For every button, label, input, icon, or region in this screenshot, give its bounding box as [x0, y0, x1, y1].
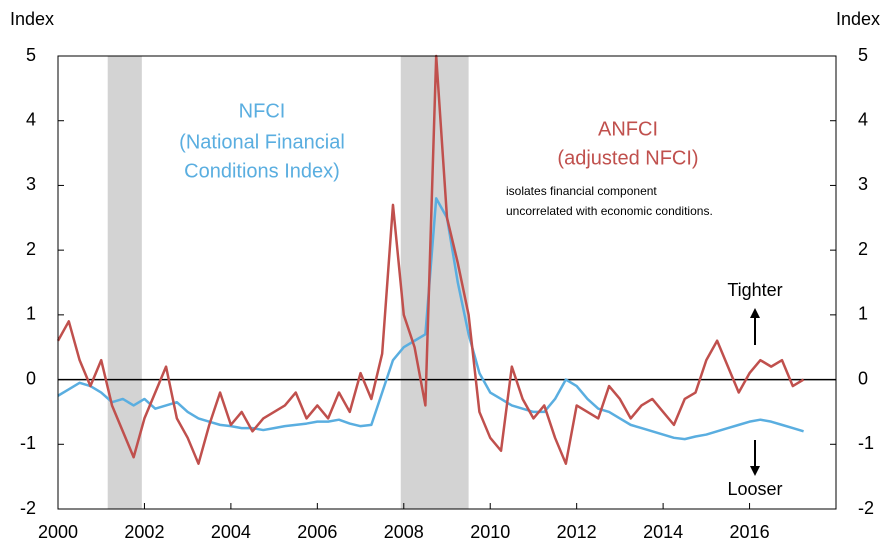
x-tick-label: 2016	[730, 522, 770, 542]
recession-band	[107, 56, 142, 509]
x-tick-label: 2002	[124, 522, 164, 542]
y-tick-label: 1	[26, 304, 36, 324]
y2-axis-label: Index	[836, 9, 880, 29]
x-tick-label: 2008	[384, 522, 424, 542]
y2-tick-label: 4	[858, 109, 868, 129]
annotation: NFCI	[239, 100, 286, 122]
y2-tick-label: 0	[858, 368, 868, 388]
annotation: (National Financial	[179, 131, 345, 153]
x-tick-label: 2010	[470, 522, 510, 542]
arrow-up-head	[750, 308, 760, 318]
arrows	[750, 308, 760, 476]
y2-tick-label: 2	[858, 239, 868, 259]
annotation: ANFCI	[598, 118, 658, 140]
y2-tick-label: -2	[858, 498, 874, 518]
x-tick-label: 2006	[297, 522, 337, 542]
x-tick-label: 2012	[557, 522, 597, 542]
y2-tick-label: 5	[858, 45, 868, 65]
annotation: isolates financial component	[506, 184, 657, 198]
annotation: Conditions Index)	[184, 160, 340, 182]
y-axis-label: Index	[10, 9, 54, 29]
y-tick-label: 5	[26, 45, 36, 65]
y2-tick-label: 3	[858, 174, 868, 194]
y2-tick-label: 1	[858, 304, 868, 324]
plot-frame	[57, 55, 837, 510]
x-tick-label: 2014	[643, 522, 683, 542]
y2-tick-label: -1	[858, 433, 874, 453]
annotation: Looser	[727, 479, 782, 499]
annotation: Tighter	[727, 280, 782, 300]
y-tick-label: 2	[26, 239, 36, 259]
y-tick-label: -2	[20, 498, 36, 518]
annotation: uncorrelated with economic conditions.	[506, 204, 713, 218]
x-tick-label: 2004	[211, 522, 251, 542]
y-tick-label: 0	[26, 368, 36, 388]
annotation: (adjusted NFCI)	[557, 147, 698, 169]
x-tick-label: 2000	[38, 522, 78, 542]
y-tick-label: 4	[26, 109, 36, 129]
line-anfci	[56, 54, 805, 465]
y-tick-label: 3	[26, 174, 36, 194]
arrow-down-head	[750, 466, 760, 476]
y-tick-label: -1	[20, 433, 36, 453]
